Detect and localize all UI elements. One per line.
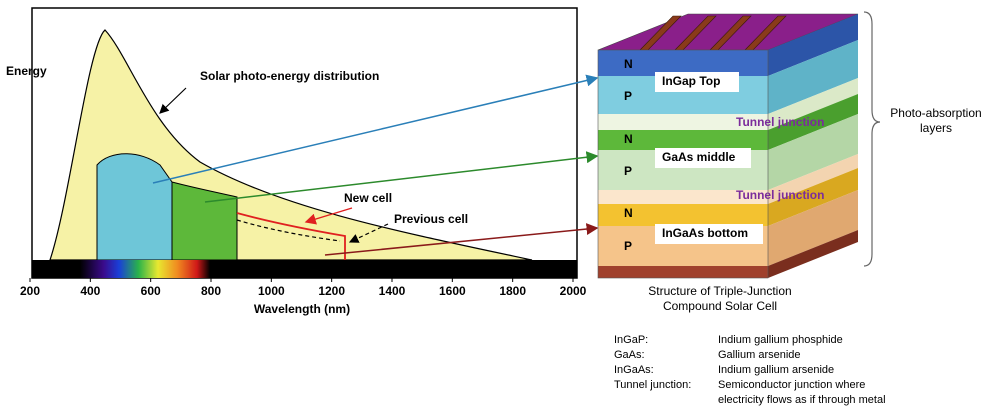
x-axis: 200 400 600 800 1000 1200 1400 1600 1800 2000 bbox=[20, 278, 587, 298]
x-tick-label: 1200 bbox=[318, 284, 345, 298]
layer-n: N bbox=[624, 206, 633, 220]
top-cell-band bbox=[97, 154, 172, 260]
diagram: Energy Solar photo-energy distribution N… bbox=[0, 0, 1000, 415]
glossary-term: Tunnel junction: bbox=[614, 379, 691, 391]
glossary-term: InGaP: bbox=[614, 334, 648, 346]
x-tick-label: 1800 bbox=[499, 284, 526, 298]
x-tick-label: 1400 bbox=[379, 284, 406, 298]
annotation: Solar photo-energy distribution bbox=[200, 69, 379, 83]
glossary-definition: Semiconductor junction where bbox=[718, 379, 865, 391]
x-tick-label: 800 bbox=[201, 284, 221, 298]
glossary-definition: Indium gallium phosphide bbox=[718, 334, 843, 346]
x-tick-label: 400 bbox=[80, 284, 100, 298]
glossary-term: InGaAs: bbox=[614, 364, 654, 376]
tunnel-junction: Tunnel junction bbox=[736, 188, 824, 202]
annotation: Previous cell bbox=[394, 212, 468, 226]
caption: Compound Solar Cell bbox=[663, 299, 777, 313]
layer-name: InGap Top bbox=[662, 74, 720, 88]
glossary-definition: Indium gallium arsenide bbox=[718, 364, 834, 376]
x-tick-label: 200 bbox=[20, 284, 40, 298]
y-axis-label: Energy bbox=[6, 64, 47, 78]
caption: Structure of Triple-Junction bbox=[648, 284, 791, 298]
visible-spectrum bbox=[80, 260, 210, 278]
brace bbox=[864, 12, 880, 266]
layer-p: P bbox=[624, 89, 632, 103]
page: {"spectrum": {"y_label": "Energy", "x_la… bbox=[0, 0, 1000, 415]
glossary-term: GaAs: bbox=[614, 349, 645, 361]
x-tick-label: 1600 bbox=[439, 284, 466, 298]
layer-n: N bbox=[624, 132, 633, 146]
x-tick-label: 2000 bbox=[560, 284, 587, 298]
glossary-definition: Gallium arsenide bbox=[718, 349, 801, 361]
annotation: New cell bbox=[344, 191, 392, 205]
x-tick-label: 1000 bbox=[258, 284, 285, 298]
layer-name: InGaAs bottom bbox=[662, 226, 748, 240]
layer-n: N bbox=[624, 57, 633, 71]
side-label: layers bbox=[920, 121, 952, 135]
x-tick-label: 600 bbox=[141, 284, 161, 298]
tunnel-junction: Tunnel junction bbox=[736, 115, 824, 129]
layer-p: P bbox=[624, 239, 632, 253]
side-label: Photo-absorption bbox=[890, 106, 981, 120]
layer-p: P bbox=[624, 164, 632, 178]
x-axis-label: Wavelength (nm) bbox=[254, 302, 350, 316]
layer-name: GaAs middle bbox=[662, 150, 736, 164]
glossary-definition: electricity flows as if through metal bbox=[718, 394, 886, 406]
